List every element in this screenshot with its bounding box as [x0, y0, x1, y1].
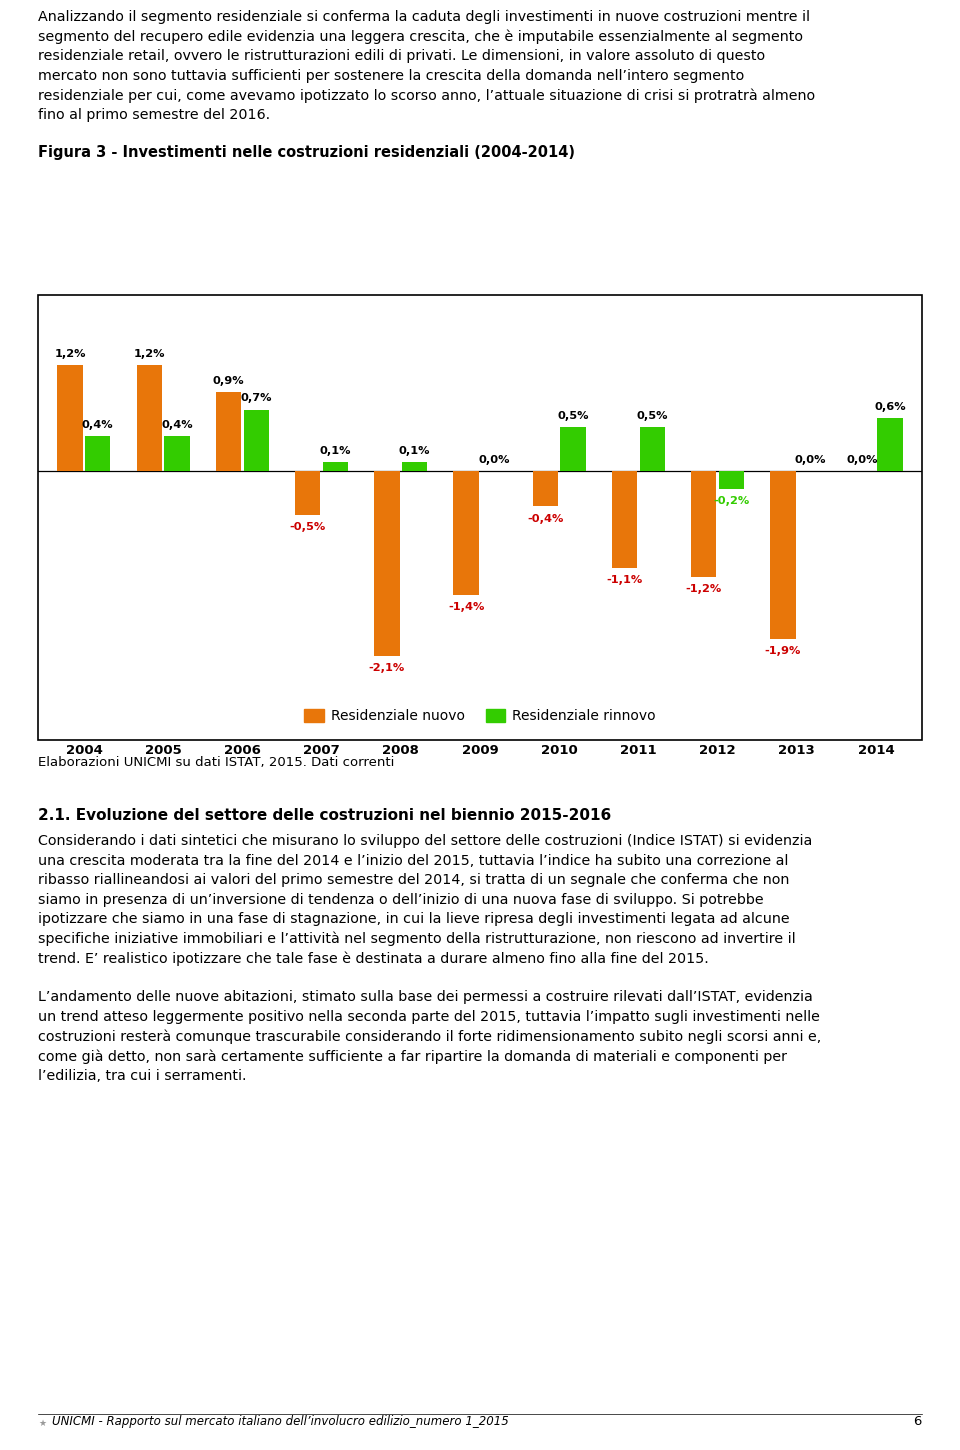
- Legend: Residenziale nuovo, Residenziale rinnovo: Residenziale nuovo, Residenziale rinnovo: [299, 703, 661, 728]
- Text: siamo in presenza di un’inversione di tendenza o dell’inizio di una nuova fase d: siamo in presenza di un’inversione di te…: [38, 893, 763, 906]
- Bar: [719, 471, 744, 489]
- Text: una crescita moderata tra la fine del 2014 e l’inizio del 2015, tuttavia l’indic: una crescita moderata tra la fine del 20…: [38, 854, 788, 867]
- Text: -2,1%: -2,1%: [369, 663, 405, 673]
- Text: 0,1%: 0,1%: [320, 447, 351, 457]
- Bar: [612, 471, 637, 568]
- Text: -0,4%: -0,4%: [527, 513, 564, 523]
- Bar: [323, 463, 348, 471]
- Text: ribasso riallineandosi ai valori del primo semestre del 2014, si tratta di un se: ribasso riallineandosi ai valori del pri…: [38, 873, 789, 887]
- Text: costruzioni resterà comunque trascurabile considerando il forte ridimensionament: costruzioni resterà comunque trascurabil…: [38, 1030, 821, 1044]
- Bar: [453, 471, 479, 594]
- Text: segmento del recupero edile evidenzia una leggera crescita, che è imputabile ess: segmento del recupero edile evidenzia un…: [38, 29, 803, 44]
- Bar: [770, 471, 796, 638]
- Text: 0,6%: 0,6%: [875, 402, 905, 412]
- Text: UNICMI - Rapporto sul mercato italiano dell’involucro edilizio_numero 1_2015: UNICMI - Rapporto sul mercato italiano d…: [52, 1415, 509, 1428]
- Text: trend. E’ realistico ipotizzare che tale fase è destinata a durare almeno fino a: trend. E’ realistico ipotizzare che tale…: [38, 951, 708, 966]
- Text: residenziale retail, ovvero le ristrutturazioni edili di privati. Le dimensioni,: residenziale retail, ovvero le ristruttu…: [38, 49, 765, 62]
- Text: specifiche iniziative immobiliari e l’attività nel segmento della ristrutturazio: specifiche iniziative immobiliari e l’at…: [38, 931, 796, 945]
- Text: 0,4%: 0,4%: [82, 420, 113, 429]
- Bar: [877, 419, 902, 471]
- Text: -1,2%: -1,2%: [685, 584, 722, 594]
- Text: 0,9%: 0,9%: [213, 376, 244, 386]
- Text: Elaborazioni UNICMI su dati ISTAT, 2015. Dati correnti: Elaborazioni UNICMI su dati ISTAT, 2015.…: [38, 755, 395, 768]
- Bar: [136, 365, 162, 471]
- Text: 6: 6: [914, 1415, 922, 1428]
- Text: L’andamento delle nuove abitazioni, stimato sulla base dei permessi a costruire : L’andamento delle nuove abitazioni, stim…: [38, 990, 813, 1005]
- Bar: [561, 428, 586, 471]
- Bar: [244, 409, 269, 471]
- Text: 0,4%: 0,4%: [161, 420, 193, 429]
- Text: -1,1%: -1,1%: [607, 576, 642, 586]
- Text: Considerando i dati sintetici che misurano lo sviluppo del settore delle costruz: Considerando i dati sintetici che misura…: [38, 834, 812, 848]
- Text: 0,0%: 0,0%: [478, 455, 510, 465]
- Text: 0,1%: 0,1%: [399, 447, 430, 457]
- Text: l’edilizia, tra cui i serramenti.: l’edilizia, tra cui i serramenti.: [38, 1069, 247, 1083]
- Text: Analizzando il segmento residenziale si conferma la caduta degli investimenti in: Analizzando il segmento residenziale si …: [38, 10, 810, 25]
- Text: Figura 3 - Investimenti nelle costruzioni residenziali (2004-2014): Figura 3 - Investimenti nelle costruzion…: [38, 145, 575, 160]
- Bar: [295, 471, 321, 515]
- Text: 1,2%: 1,2%: [133, 349, 165, 360]
- Bar: [58, 365, 83, 471]
- Bar: [85, 436, 110, 471]
- Text: mercato non sono tuttavia sufficienti per sostenere la crescita della domanda ne: mercato non sono tuttavia sufficienti pe…: [38, 68, 744, 83]
- Text: ipotizzare che siamo in una fase di stagnazione, in cui la lieve ripresa degli i: ipotizzare che siamo in una fase di stag…: [38, 912, 790, 927]
- Text: -1,4%: -1,4%: [448, 602, 485, 612]
- Text: 1,2%: 1,2%: [55, 349, 85, 360]
- Text: 0,5%: 0,5%: [558, 410, 588, 420]
- Text: -0,2%: -0,2%: [713, 496, 750, 506]
- Bar: [164, 436, 190, 471]
- Bar: [639, 428, 665, 471]
- Text: 2.1. Evoluzione del settore delle costruzioni nel biennio 2015-2016: 2.1. Evoluzione del settore delle costru…: [38, 808, 612, 824]
- Text: 0,5%: 0,5%: [636, 410, 668, 420]
- Text: ★: ★: [38, 1420, 46, 1428]
- Text: 0,0%: 0,0%: [847, 455, 878, 465]
- Text: un trend atteso leggermente positivo nella seconda parte del 2015, tuttavia l’im: un trend atteso leggermente positivo nel…: [38, 1011, 820, 1024]
- Bar: [402, 463, 427, 471]
- Text: -1,9%: -1,9%: [765, 645, 802, 655]
- Text: 0,0%: 0,0%: [795, 455, 827, 465]
- Text: fino al primo semestre del 2016.: fino al primo semestre del 2016.: [38, 107, 270, 122]
- Bar: [533, 471, 558, 506]
- Bar: [216, 392, 241, 471]
- Bar: [374, 471, 399, 657]
- Text: 0,7%: 0,7%: [240, 393, 272, 403]
- Text: come già detto, non sarà certamente sufficiente a far ripartire la domanda di ma: come già detto, non sarà certamente suff…: [38, 1048, 787, 1063]
- Text: residenziale per cui, come avevamo ipotizzato lo scorso anno, l’attuale situazio: residenziale per cui, come avevamo ipoti…: [38, 88, 815, 103]
- Text: -0,5%: -0,5%: [290, 522, 325, 532]
- Bar: [691, 471, 716, 577]
